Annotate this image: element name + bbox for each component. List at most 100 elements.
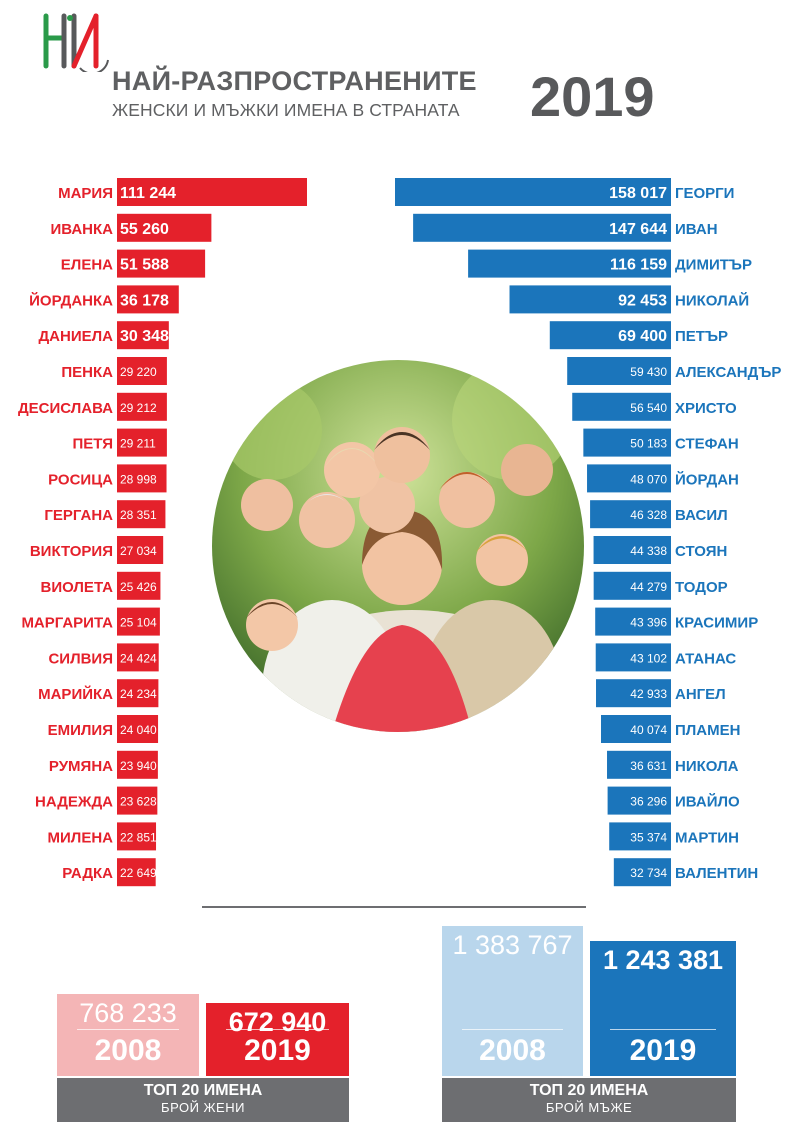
- male-bar: [596, 679, 671, 708]
- female-bar: [117, 536, 164, 564]
- male-value-label: 158 017: [609, 185, 667, 202]
- male-bar: [567, 357, 671, 385]
- male-footer-subtitle: БРОЙ МЪЖЕ: [545, 1100, 633, 1115]
- male-total-2019-year: 2019: [629, 1034, 697, 1067]
- female-bar: [117, 428, 167, 457]
- male-bar: [601, 715, 671, 743]
- female-bar: [117, 750, 158, 779]
- divider-line: [202, 906, 586, 908]
- female-total-2019-value: 672 940: [228, 1007, 327, 1037]
- male-bar: [509, 285, 671, 314]
- female-total-2008: 768 233 2008: [57, 994, 199, 1076]
- male-footer-title: ТОП 20 ИМЕНА: [529, 1082, 649, 1099]
- female-value-label: 24 234: [120, 687, 157, 701]
- female-name-label: ИВАНКА: [50, 221, 113, 238]
- male-name-label: АТАНАС: [675, 650, 736, 667]
- title-year: 2019: [530, 65, 655, 128]
- female-value-label: 28 351: [120, 508, 157, 522]
- male-total-2008: 1 383 767 2008: [442, 926, 583, 1076]
- female-name-label: ВИКТОРИЯ: [30, 543, 113, 560]
- female-name-label: ЕМИЛИЯ: [48, 722, 113, 739]
- female-bar: [117, 822, 157, 851]
- male-footer: ТОП 20 ИМЕНА БРОЙ МЪЖЕ: [442, 1078, 736, 1122]
- female-bar: [117, 357, 167, 385]
- female-name-label: РУМЯНА: [49, 758, 113, 775]
- male-bar: [593, 536, 671, 564]
- female-bar: [117, 643, 159, 672]
- female-value-label: 22 649: [120, 866, 157, 880]
- male-bar: [613, 858, 671, 887]
- female-name-label: ЙОРДАНКА: [29, 291, 113, 309]
- female-value-label: 29 211: [120, 437, 156, 451]
- female-footer-subtitle: БРОЙ ЖЕНИ: [161, 1100, 245, 1115]
- male-name-label: АНГЕЛ: [675, 686, 726, 703]
- male-bar: [583, 428, 671, 457]
- female-name-label: ДАНИЕЛА: [39, 328, 114, 345]
- female-value-label: 30 348: [120, 328, 169, 345]
- female-name-label: ДЕСИСЛАВА: [18, 400, 113, 417]
- male-value-label: 32 734: [630, 866, 667, 880]
- male-bar: [395, 178, 671, 206]
- female-bar: [117, 607, 160, 636]
- male-value-label: 48 070: [630, 472, 667, 486]
- female-name-label: МАРИЙКА: [38, 685, 113, 703]
- male-name-label: МАРТИН: [675, 829, 739, 846]
- female-footer-title: ТОП 20 ИМЕНА: [143, 1082, 263, 1099]
- male-value-label: 46 328: [630, 508, 667, 522]
- male-value-label: 44 338: [630, 544, 667, 558]
- female-bar: [117, 321, 169, 350]
- female-footer: ТОП 20 ИМЕНА БРОЙ ЖЕНИ: [57, 1078, 349, 1122]
- female-bar: [117, 178, 307, 206]
- male-bar: [549, 321, 671, 350]
- female-bar: [117, 392, 167, 421]
- female-total-2008-year: 2008: [94, 1034, 162, 1067]
- male-value-label: 36 296: [630, 795, 667, 809]
- male-name-label: СТОЯН: [675, 543, 727, 560]
- male-value-label: 56 540: [630, 401, 667, 415]
- female-value-label: 36 178: [120, 292, 169, 309]
- male-bar: [595, 643, 671, 672]
- male-name-label: ПЕТЪР: [675, 328, 728, 345]
- female-value-label: 28 998: [120, 472, 157, 486]
- male-total-2008-value: 1 383 767: [452, 930, 573, 960]
- male-bar: [413, 213, 671, 242]
- female-value-label: 25 104: [120, 616, 157, 630]
- male-value-label: 92 453: [618, 292, 667, 309]
- male-bar: [572, 392, 671, 421]
- male-total-2019: 1 243 381 2019: [590, 941, 736, 1076]
- male-total-2019-value: 1 243 381: [602, 945, 724, 975]
- female-name-label: МАРИЯ: [58, 185, 113, 202]
- male-name-label: ЙОРДАН: [675, 470, 739, 488]
- female-bar: [117, 571, 161, 600]
- female-total-2019-year: 2019: [244, 1034, 311, 1067]
- male-bar: [590, 500, 671, 529]
- male-bar: [595, 607, 671, 636]
- female-value-label: 24 040: [120, 723, 157, 737]
- male-name-label: ПЛАМЕН: [675, 722, 740, 739]
- male-name-label: ГЕОРГИ: [675, 185, 734, 202]
- female-value-label: 111 244: [120, 185, 176, 202]
- title-line-1: НАЙ-РАЗПРОСТРАНЕНИТЕ: [112, 66, 477, 96]
- male-value-label: 50 183: [630, 437, 667, 451]
- male-name-label: НИКОЛА: [675, 758, 739, 775]
- male-total-2008-year: 2008: [479, 1034, 546, 1067]
- male-name-label: СТЕФАН: [675, 436, 739, 453]
- female-bar: [117, 213, 212, 242]
- female-value-label: 23 628: [120, 795, 157, 809]
- female-name-label: ГЕРГАНА: [44, 507, 113, 524]
- female-name-label: НАДЕЖДА: [35, 794, 113, 811]
- male-value-label: 35 374: [630, 830, 667, 844]
- male-value-label: 40 074: [630, 723, 667, 737]
- male-value-label: 36 631: [630, 759, 667, 773]
- male-value-label: 42 933: [630, 687, 667, 701]
- female-name-label: ВИОЛЕТА: [41, 579, 114, 596]
- female-bar: [117, 249, 206, 278]
- female-value-label: 27 034: [120, 544, 157, 558]
- female-bar: [117, 464, 167, 493]
- male-name-label: КРАСИМИР: [675, 615, 758, 632]
- female-total-2008-value: 768 233: [79, 998, 177, 1028]
- family-photo: [212, 360, 584, 732]
- male-bar: [587, 464, 671, 493]
- male-bar: [593, 571, 671, 600]
